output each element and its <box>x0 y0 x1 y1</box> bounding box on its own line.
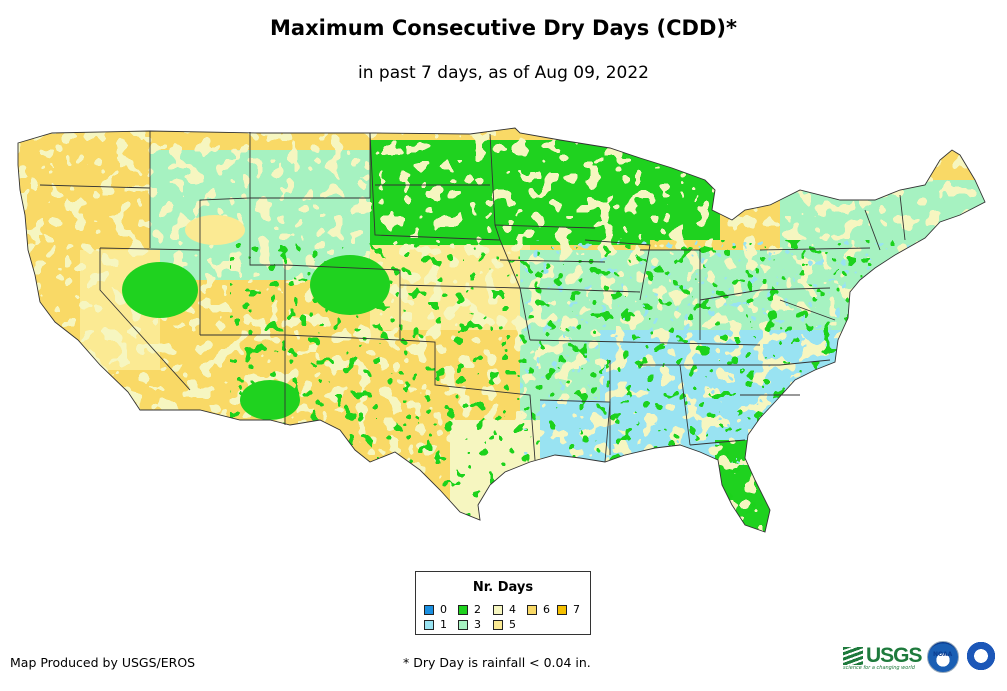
legend-item-0: 0 <box>424 603 447 616</box>
legend-item-1: 1 <box>424 618 447 631</box>
nws-logo-icon[interactable] <box>965 640 997 672</box>
legend: Nr. Days 0 1 2 3 4 5 6 7 <box>415 571 591 635</box>
legend-title: Nr. Days <box>472 580 534 595</box>
legend-label: 1 <box>440 618 447 631</box>
legend-item-5: 5 <box>493 618 516 631</box>
cdd-raster <box>18 128 985 532</box>
agency-logos: USGS science for a changing world NOAA <box>843 638 1003 678</box>
legend-swatch <box>493 619 503 630</box>
legend-label: 0 <box>440 603 447 616</box>
legend-item-6: 6 <box>527 603 550 616</box>
legend-swatch <box>424 604 434 615</box>
legend-item-2: 2 <box>458 603 481 616</box>
footnote-text: * Dry Day is rainfall < 0.04 in. <box>403 655 591 670</box>
state-boundaries <box>17 127 986 533</box>
noaa-wordmark: NOAA <box>933 651 953 658</box>
legend-label: 4 <box>509 603 516 616</box>
legend-item-3: 3 <box>458 618 481 631</box>
usgs-wave-icon <box>843 647 863 665</box>
legend-label: 6 <box>543 603 550 616</box>
legend-label: 3 <box>474 618 481 631</box>
legend-item-4: 4 <box>493 603 516 616</box>
legend-swatch <box>458 604 468 615</box>
usgs-wordmark: USGS <box>866 644 923 667</box>
us-cdd-map <box>17 127 986 533</box>
legend-label: 2 <box>474 603 481 616</box>
legend-swatch <box>557 604 567 615</box>
legend-swatch <box>424 619 434 630</box>
noaa-logo-icon[interactable] <box>927 641 959 673</box>
usgs-logo[interactable]: USGS <box>843 644 923 668</box>
legend-swatch <box>458 619 468 630</box>
usgs-tagline: science for a changing world <box>843 665 915 671</box>
legend-label: 5 <box>509 618 516 631</box>
legend-swatch <box>527 604 537 615</box>
credit-text: Map Produced by USGS/EROS <box>10 655 196 670</box>
legend-item-7: 7 <box>557 603 580 616</box>
legend-swatch <box>493 604 503 615</box>
legend-label: 7 <box>573 603 580 616</box>
map-title: Maximum Consecutive Dry Days (CDD)* <box>270 16 737 40</box>
map-subtitle: in past 7 days, as of Aug 09, 2022 <box>358 63 649 83</box>
